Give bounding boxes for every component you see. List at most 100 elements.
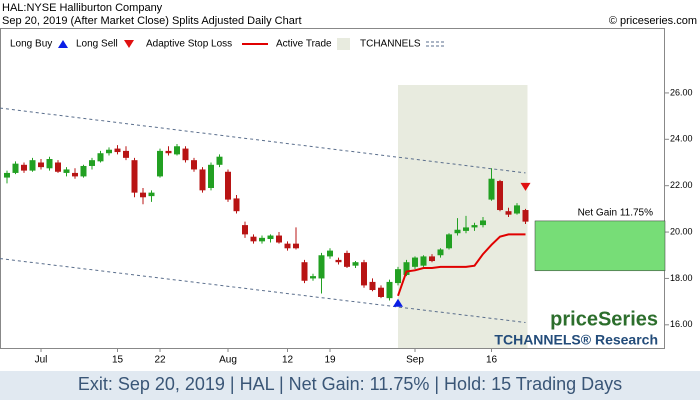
candle-body <box>46 159 53 169</box>
legend-label: TCHANNELS <box>360 39 421 50</box>
footer-band <box>0 371 700 400</box>
candle-body <box>55 162 61 172</box>
candle-body <box>225 171 231 200</box>
candle-body <box>361 262 367 286</box>
candle-body <box>446 234 452 249</box>
candle-body <box>293 243 299 249</box>
candle-body <box>378 287 384 297</box>
candle-body <box>395 269 401 284</box>
candle-body <box>454 229 461 234</box>
legend-swatch <box>337 38 350 50</box>
channel-line <box>0 258 526 323</box>
watermark: priceSeries <box>550 308 658 330</box>
chart-title: HAL:NYSE Halliburton Company <box>2 2 163 14</box>
candle-body <box>335 259 342 263</box>
candle-body <box>157 150 163 177</box>
candle-body <box>140 192 146 198</box>
x-tick-label: 15 <box>112 355 124 366</box>
candle-body <box>471 225 478 228</box>
x-tick-label: 16 <box>486 355 498 366</box>
legend-swatch <box>58 40 68 48</box>
legend-label: Long Buy <box>10 39 52 50</box>
candle-body <box>327 250 333 257</box>
candle-body <box>463 227 469 231</box>
candle-body <box>216 156 223 165</box>
candle-body <box>420 256 427 266</box>
candle-body <box>114 148 121 153</box>
long-buy-marker <box>393 298 403 307</box>
candle-body <box>233 198 240 212</box>
candle-body <box>369 281 376 291</box>
candle-body <box>250 236 257 242</box>
y-tick-label: 20.00 <box>670 226 693 236</box>
candle-body <box>437 249 444 256</box>
candle-body <box>497 181 503 211</box>
candle-body <box>148 192 155 197</box>
x-tick-label: 22 <box>154 355 166 366</box>
candle-body <box>429 256 435 262</box>
candle-body <box>242 225 248 235</box>
net-gain-label: Net Gain 11.75% <box>578 208 654 219</box>
candle-body <box>72 172 78 177</box>
candle-body <box>386 281 393 299</box>
candle-body <box>89 160 95 166</box>
candle-body <box>301 262 308 281</box>
x-tick-label: 12 <box>282 355 294 366</box>
candle-body <box>191 160 197 170</box>
candle-body <box>403 262 410 275</box>
candle-body <box>29 160 36 171</box>
chart-subtitle: Sep 20, 2019 (After Market Close) Splits… <box>2 15 302 27</box>
candle-body <box>267 235 274 240</box>
candle-body <box>12 163 19 173</box>
x-tick-label: Aug <box>219 355 237 366</box>
legend-swatch <box>124 40 134 48</box>
legend-label: Adaptive Stop Loss <box>146 39 232 50</box>
candle-body <box>259 237 265 242</box>
candle-body <box>165 150 172 154</box>
x-tick-label: Jul <box>35 355 48 366</box>
candle-body <box>131 160 138 193</box>
candle-body <box>106 149 112 154</box>
candle-body <box>344 252 350 267</box>
y-tick-label: 22.00 <box>670 180 693 190</box>
candle-body <box>505 211 512 215</box>
y-tick-label: 16.00 <box>670 319 693 329</box>
candle-body <box>412 257 418 267</box>
candle-body <box>21 164 27 171</box>
long-sell-marker <box>520 182 531 191</box>
plot-frame <box>0 28 665 349</box>
channel-line <box>0 107 526 174</box>
candle-body <box>480 220 486 226</box>
footer: Exit: Sep 20, 2019 | HAL | Net Gain: 11.… <box>78 374 622 394</box>
candle-body <box>4 172 10 178</box>
candle-body <box>352 262 359 266</box>
active-trade-region <box>398 85 528 348</box>
legend-label: Long Sell <box>76 39 118 50</box>
candle-body <box>123 150 129 158</box>
stop-loss-line <box>397 233 526 297</box>
net-gain-box <box>534 220 666 272</box>
candle-body <box>318 255 325 279</box>
candle-body <box>514 205 520 214</box>
source: © priceseries.com <box>609 15 697 27</box>
y-tick-label: 26.00 <box>670 87 693 97</box>
research: TCHANNELS® Research <box>494 332 658 348</box>
x-tick-label: Sep <box>406 355 424 366</box>
candle-body <box>310 276 316 279</box>
y-tick-label: 18.00 <box>670 273 693 283</box>
candle-body <box>80 165 87 177</box>
candle-body <box>284 243 291 249</box>
candle-body <box>276 235 282 243</box>
candle-body <box>208 164 214 188</box>
candle-body <box>199 169 206 191</box>
legend-label: Active Trade <box>276 39 332 50</box>
candle-body <box>182 148 189 161</box>
candle-body <box>63 169 70 173</box>
candle-body <box>174 146 180 155</box>
candle-body <box>38 162 44 168</box>
candle-body <box>488 178 495 200</box>
x-tick-label: 19 <box>324 355 336 366</box>
y-tick-label: 24.00 <box>670 134 693 144</box>
